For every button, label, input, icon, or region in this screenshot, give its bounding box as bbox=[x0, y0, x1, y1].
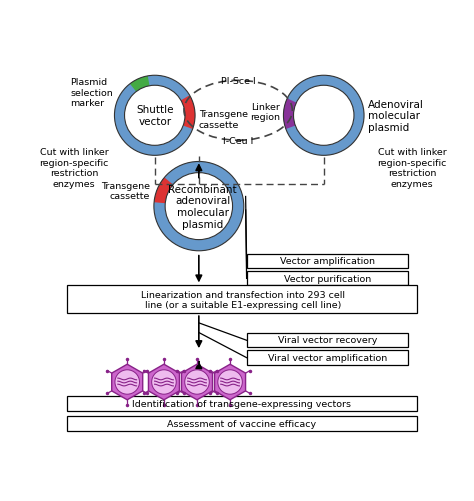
Text: Viral vector recovery: Viral vector recovery bbox=[278, 336, 377, 345]
FancyBboxPatch shape bbox=[66, 286, 418, 314]
Text: Linearization and transfection into 293 cell
line (or a suitable E1-expressing c: Linearization and transfection into 293 … bbox=[141, 290, 345, 309]
FancyBboxPatch shape bbox=[246, 333, 408, 348]
Polygon shape bbox=[283, 76, 364, 156]
Text: I-Ceu I: I-Ceu I bbox=[223, 137, 253, 146]
Polygon shape bbox=[181, 96, 195, 130]
Ellipse shape bbox=[185, 370, 210, 394]
Polygon shape bbox=[112, 365, 143, 400]
Polygon shape bbox=[215, 365, 246, 400]
Text: Vector purification: Vector purification bbox=[284, 274, 371, 283]
Text: Shuttle
vector: Shuttle vector bbox=[136, 105, 173, 127]
Text: Recombinant
adenoviral
molecular
plasmid: Recombinant adenoviral molecular plasmid bbox=[168, 184, 237, 229]
Text: Identification of transgene-expressing vectors: Identification of transgene-expressing v… bbox=[132, 399, 351, 408]
Text: Cut with linker
region-specific
restriction
enzymes: Cut with linker region-specific restrict… bbox=[39, 148, 109, 188]
FancyBboxPatch shape bbox=[66, 416, 418, 431]
FancyBboxPatch shape bbox=[246, 254, 408, 269]
FancyBboxPatch shape bbox=[246, 272, 408, 286]
Polygon shape bbox=[114, 76, 195, 156]
FancyBboxPatch shape bbox=[66, 396, 418, 411]
Ellipse shape bbox=[115, 370, 139, 394]
Polygon shape bbox=[130, 77, 149, 93]
Text: Transgene
cassette: Transgene cassette bbox=[199, 110, 248, 130]
FancyBboxPatch shape bbox=[246, 351, 408, 365]
Text: Plasmid
selection
marker: Plasmid selection marker bbox=[70, 78, 113, 108]
Text: Vector amplification: Vector amplification bbox=[280, 257, 375, 266]
Polygon shape bbox=[154, 162, 244, 252]
Ellipse shape bbox=[218, 370, 242, 394]
Text: Cut with linker
region-specific
restriction
enzymes: Cut with linker region-specific restrict… bbox=[377, 148, 447, 188]
Polygon shape bbox=[154, 178, 173, 204]
Polygon shape bbox=[148, 365, 180, 400]
Text: Linker
region: Linker region bbox=[250, 103, 280, 122]
Text: Transgene
cassette: Transgene cassette bbox=[101, 181, 150, 201]
Text: Adenoviral
molecular
plasmid: Adenoviral molecular plasmid bbox=[368, 100, 424, 133]
Text: Assessment of vaccine efficacy: Assessment of vaccine efficacy bbox=[167, 419, 316, 428]
Polygon shape bbox=[182, 365, 212, 400]
Ellipse shape bbox=[152, 370, 176, 394]
Text: PI-Sce I: PI-Sce I bbox=[221, 77, 255, 86]
Polygon shape bbox=[283, 99, 296, 130]
Text: Viral vector amplification: Viral vector amplification bbox=[268, 353, 387, 362]
